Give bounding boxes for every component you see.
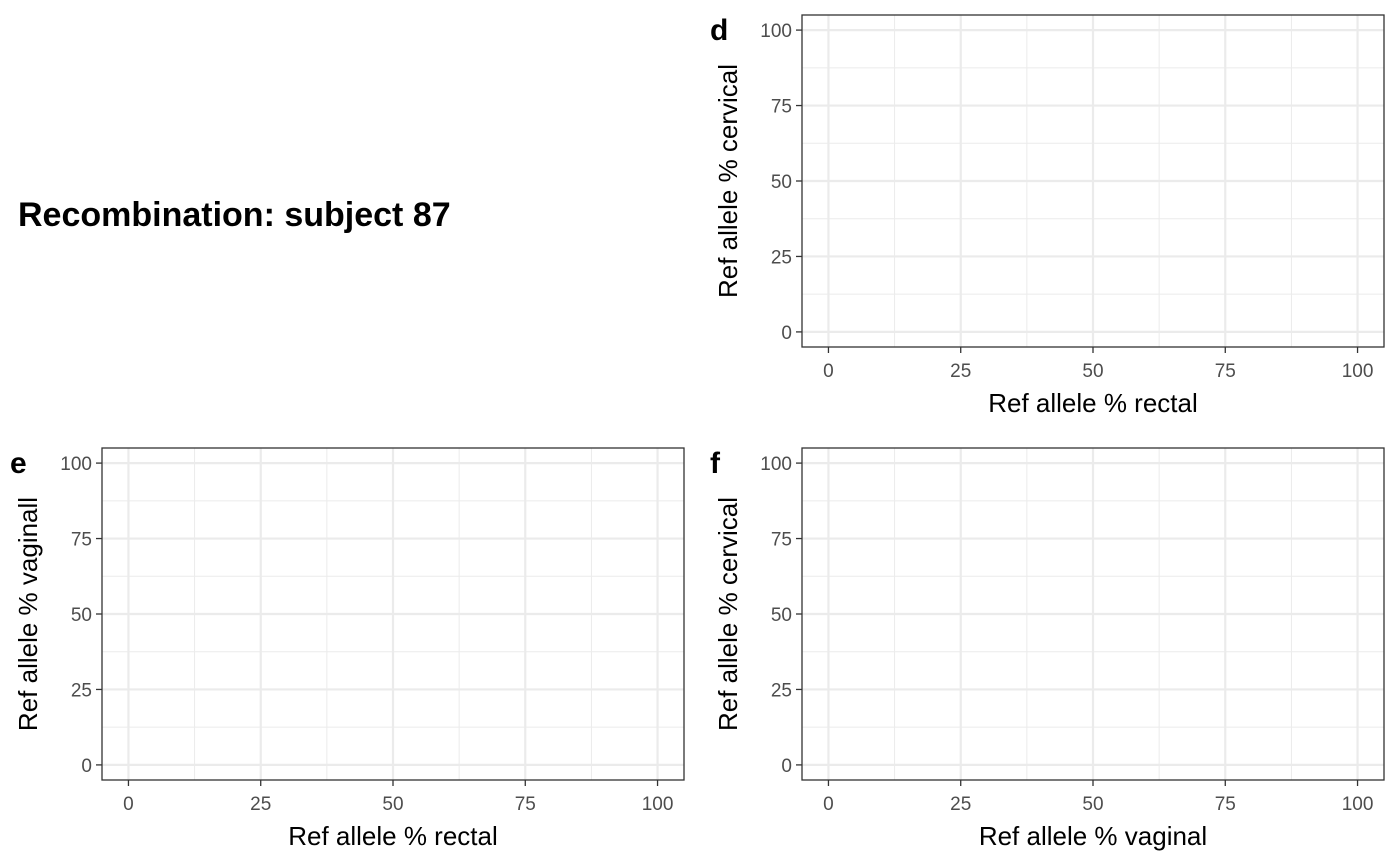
panel-e: 0 25 50 75 100 0 25 50 75 100 Ref allele % rectal R… bbox=[10, 447, 685, 851]
panel-label: e bbox=[10, 447, 27, 480]
x-tick-label: 50 bbox=[1082, 794, 1103, 815]
x-tick-label: 75 bbox=[515, 794, 536, 815]
figure-title: Recombination: subject 87 bbox=[18, 196, 451, 234]
y-tick-label: 50 bbox=[771, 172, 792, 193]
x-axis-title: Ref allele % rectal bbox=[988, 388, 1198, 418]
y-tick-label: 100 bbox=[760, 21, 792, 42]
y-tick-label: 100 bbox=[60, 454, 92, 475]
y-tick-label: 100 bbox=[760, 454, 792, 475]
y-tick-label: 50 bbox=[71, 605, 92, 626]
y-tick-label: 0 bbox=[781, 756, 792, 777]
panel-f: 0 25 50 75 100 0 25 50 75 100 Ref allele % vaginal… bbox=[710, 447, 1385, 851]
x-tick-label: 50 bbox=[1082, 361, 1103, 382]
x-tick-label: 100 bbox=[1342, 361, 1374, 382]
x-tick-label: 0 bbox=[123, 794, 134, 815]
y-tick-label: 75 bbox=[771, 97, 792, 118]
y-tick-label: 50 bbox=[771, 605, 792, 626]
panel-d: 0 25 50 75 100 0 25 50 75 100 Ref allele % rectal R… bbox=[710, 14, 1385, 418]
x-tick-label: 75 bbox=[1215, 361, 1236, 382]
y-axis-title: Ref allele % cervical bbox=[713, 497, 743, 731]
y-tick-label: 0 bbox=[81, 756, 92, 777]
x-tick-label: 25 bbox=[250, 794, 271, 815]
panel-label: f bbox=[710, 447, 721, 480]
y-tick-label: 25 bbox=[771, 680, 792, 701]
x-tick-label: 25 bbox=[950, 361, 971, 382]
y-axis-title: Ref allele % cervical bbox=[713, 64, 743, 298]
x-axis-title: Ref allele % rectal bbox=[288, 821, 498, 851]
y-axis-title: Ref allele % vaginall bbox=[13, 497, 43, 731]
x-axis-title: Ref allele % vaginal bbox=[979, 821, 1207, 851]
y-tick-label: 25 bbox=[771, 247, 792, 268]
y-tick-label: 0 bbox=[781, 323, 792, 344]
y-tick-label: 75 bbox=[771, 530, 792, 551]
x-tick-label: 25 bbox=[950, 794, 971, 815]
x-tick-label: 0 bbox=[823, 794, 834, 815]
x-tick-label: 100 bbox=[1342, 794, 1374, 815]
y-tick-label: 25 bbox=[71, 680, 92, 701]
x-tick-label: 50 bbox=[382, 794, 403, 815]
y-tick-label: 75 bbox=[71, 530, 92, 551]
x-tick-label: 75 bbox=[1215, 794, 1236, 815]
x-tick-label: 0 bbox=[823, 361, 834, 382]
panel-label: d bbox=[710, 14, 728, 47]
x-tick-label: 100 bbox=[642, 794, 674, 815]
